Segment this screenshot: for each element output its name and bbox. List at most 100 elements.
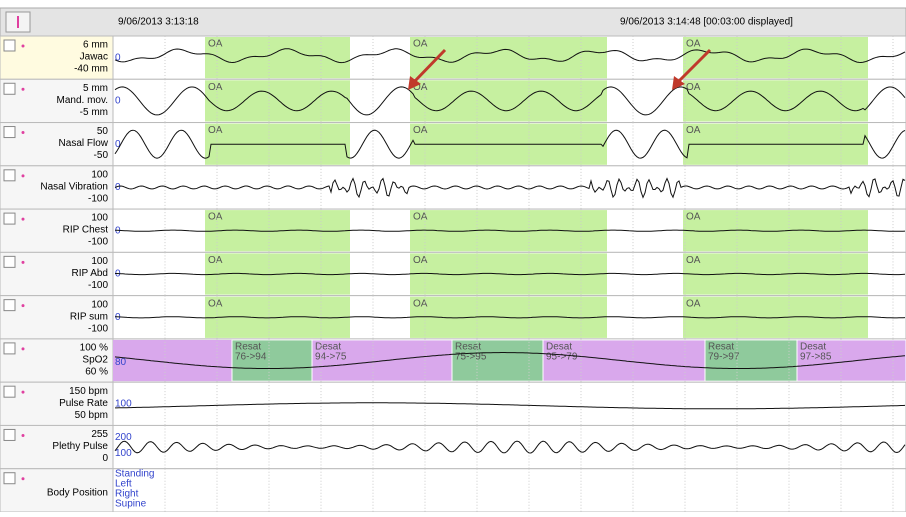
oa-label: OA — [208, 212, 223, 223]
signal-trace — [114, 316, 906, 319]
inner-scale-label: 0 — [115, 269, 121, 280]
label-cell — [0, 251, 114, 297]
channel-color-dot — [21, 390, 25, 394]
plot-cell — [112, 424, 906, 470]
scale-top: 100 — [91, 169, 108, 180]
oa-label: OA — [208, 125, 223, 136]
channel-checkbox[interactable] — [3, 428, 16, 441]
inner-scale-label: 0 — [115, 96, 121, 107]
scale-top: 150 bpm — [69, 386, 108, 397]
oa-region — [205, 37, 350, 79]
channel-checkbox[interactable] — [3, 255, 16, 268]
signal-trace — [115, 402, 906, 410]
scale-bottom: 50 bpm — [75, 410, 108, 421]
channel-name: RIP Abd — [71, 268, 108, 279]
spo2-event-range: 95->79 — [546, 352, 578, 363]
oa-label: OA — [686, 125, 701, 136]
oa-label: OA — [686, 255, 701, 266]
signal-trace — [114, 352, 906, 369]
inner-scale-label: 0 — [115, 139, 121, 150]
channel-checkbox[interactable] — [3, 342, 16, 355]
spo2-event-type: Resat — [708, 342, 734, 353]
spo2-event-type: Desat — [315, 342, 341, 353]
displayed-time: 9/06/2013 3:14:48 [00:03:00 displayed] — [620, 17, 793, 28]
channel-checkbox[interactable] — [3, 126, 16, 139]
label-cell — [0, 295, 114, 340]
oa-label: OA — [686, 298, 701, 309]
channel-checkbox[interactable] — [3, 39, 16, 52]
spo2-event-type: Desat — [546, 342, 572, 353]
channel-name: Plethy Pulse — [52, 441, 108, 452]
scale-top: 100 % — [80, 343, 108, 354]
arrows — [408, 48, 712, 90]
oa-label: OA — [208, 255, 223, 266]
scale-top: 100 — [91, 256, 108, 267]
arrow — [676, 48, 712, 84]
channel-color-dot — [21, 304, 25, 308]
spo2-event-type: Resat — [455, 342, 481, 353]
oa-label: OA — [413, 255, 428, 266]
label-cell — [0, 338, 114, 383]
spo2-band — [113, 339, 232, 382]
spo2-event-type: Desat — [800, 342, 826, 353]
channel-name: Mand. mov. — [57, 95, 109, 106]
channel-color-dot — [21, 87, 25, 91]
scale-bottom: -100 — [88, 237, 108, 248]
start-time: 9/06/2013 3:13:18 — [118, 17, 199, 28]
arrow-head — [672, 76, 685, 90]
channel-checkbox[interactable] — [3, 299, 16, 312]
inner-scale-label: Supine — [115, 498, 147, 509]
oa-label: OA — [208, 82, 223, 93]
channel-name: Body Position — [47, 487, 108, 498]
channel-checkbox[interactable] — [3, 472, 16, 485]
channel-checkbox[interactable] — [3, 385, 16, 398]
channel-color-dot — [21, 433, 25, 437]
signal-trace — [115, 272, 906, 276]
channel-checkbox[interactable] — [3, 212, 16, 225]
channel-color-dot — [21, 174, 25, 178]
channel-name: SpO2 — [82, 355, 108, 366]
signal-trace — [114, 129, 906, 159]
scale-bottom: -100 — [88, 280, 108, 291]
spo2-event-range: 75->95 — [455, 352, 487, 363]
inner-scale-label: 100 — [115, 448, 132, 459]
scale-top: 5 mm — [83, 83, 108, 94]
signal-trace — [114, 86, 906, 116]
scale-bottom: 0 — [102, 453, 108, 464]
scale-top: 6 mm — [83, 40, 108, 51]
signal-trace — [114, 440, 906, 454]
scale-top: 50 — [97, 126, 109, 137]
inner-scale-label: 0 — [115, 225, 121, 236]
inner-scale-label: 0 — [115, 52, 121, 63]
scale-top: 100 — [91, 299, 108, 310]
oa-region — [410, 80, 607, 122]
inner-scale-label: 0 — [115, 182, 121, 193]
oa-label: OA — [413, 82, 428, 93]
oa-label: OA — [686, 39, 701, 50]
label-cell — [0, 424, 114, 470]
plot-cell — [112, 468, 906, 513]
channel-checkbox[interactable] — [3, 169, 16, 182]
channel-checkbox[interactable] — [3, 82, 16, 95]
oa-region — [205, 80, 350, 122]
spo2-event-range: 94->75 — [315, 352, 347, 363]
signal-trace — [114, 48, 906, 64]
scale-bottom: -50 — [94, 150, 109, 161]
scale-bottom: -100 — [88, 193, 108, 204]
inner-scale-label: Right — [115, 488, 139, 499]
channel-color-dot — [21, 260, 25, 264]
header-bar — [0, 7, 906, 37]
channel-color-dot — [21, 44, 25, 48]
oa-label: OA — [208, 39, 223, 50]
channel-name: Nasal Flow — [59, 138, 109, 149]
oa-label: OA — [413, 298, 428, 309]
inner-scale-label: Left — [115, 478, 132, 489]
channel-name: Jawac — [80, 52, 108, 63]
arrow — [412, 48, 447, 84]
label-cell — [0, 78, 114, 124]
oa-label: OA — [413, 125, 428, 136]
spo2-event-range: 76->94 — [235, 352, 267, 363]
scale-top: 255 — [91, 429, 108, 440]
channel-color-dot — [21, 131, 25, 135]
